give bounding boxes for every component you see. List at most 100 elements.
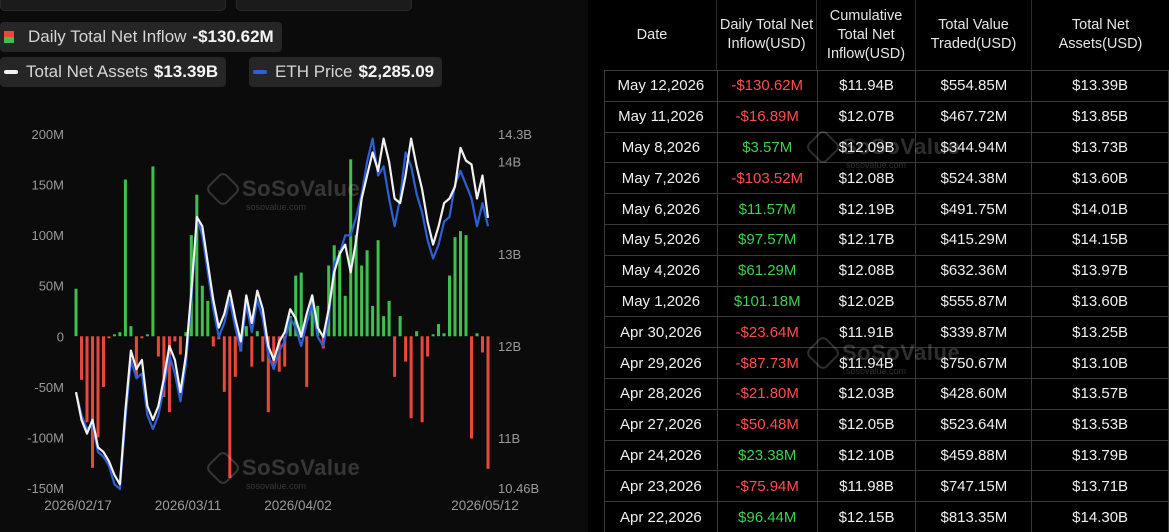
inflow-bar — [437, 324, 441, 337]
header-date[interactable]: Date — [588, 0, 717, 70]
cell-traded: $467.72M — [916, 101, 1033, 132]
cell-date: Apr 24,2026 — [605, 440, 718, 471]
table-row[interactable]: May 7,2026 -$103.52M $12.08B $524.38M $13.60… — [604, 163, 1169, 195]
inflow-bar — [382, 316, 386, 337]
inflow-bar — [233, 336, 237, 377]
table-row[interactable]: May 5,2026 $97.57M $12.17B $415.29M $14.15B — [604, 224, 1169, 256]
left-axis-tick: -50M — [34, 380, 64, 395]
cell-assets: $13.53B — [1032, 409, 1169, 440]
table-row[interactable]: May 8,2026 $3.57M $12.09B $344.94M $13.73B — [604, 132, 1169, 164]
net-assets-line — [74, 137, 490, 486]
inflow-bar — [299, 272, 303, 337]
cell-daily-inflow: $11.57M — [718, 194, 818, 224]
x-axis-tick: 2026/05/12 — [451, 498, 519, 513]
legend-eth[interactable]: ETH Price $2,285.09 — [249, 57, 443, 87]
inflow-bar — [486, 336, 490, 469]
table-row[interactable]: May 1,2026 $101.18M $12.02B $555.87M $13.60B — [604, 286, 1169, 318]
inflow-bar — [156, 336, 160, 357]
cell-assets: $14.15B — [1032, 224, 1169, 255]
table-row[interactable]: Apr 28,2026 -$21.80M $12.03B $428.60M $13.57… — [604, 378, 1169, 410]
left-axis-tick: 150M — [31, 178, 64, 193]
table-body: May 12,2026 -$130.62M $11.94B $554.85M $13.3… — [604, 70, 1169, 532]
cell-traded: $415.29M — [916, 224, 1033, 255]
inflow-bar — [140, 336, 144, 339]
inflow-bar — [184, 332, 188, 337]
inflow-bar — [206, 300, 210, 337]
table-row[interactable]: Apr 29,2026 -$87.73M $11.94B $750.67M $13.10… — [604, 348, 1169, 379]
sosovalue-logo-icon — [204, 170, 242, 208]
table-row[interactable]: Apr 22,2026 $96.44M $12.15B $813.35M $14.30B — [604, 502, 1169, 532]
watermark-site: sosovalue.com — [246, 202, 307, 212]
inflow-bar — [288, 316, 292, 337]
inflow-bar — [365, 250, 369, 337]
inflow-bar — [107, 336, 111, 339]
eth-line-icon — [253, 70, 267, 74]
watermark-site: sosovalue.com — [846, 160, 907, 170]
inflow-bar — [294, 275, 298, 337]
inflow-bar — [162, 336, 166, 397]
cell-traded: $491.75M — [916, 194, 1033, 224]
cell-assets: $13.25B — [1032, 317, 1169, 348]
inflow-bar — [129, 326, 133, 337]
chart-panel: 200M 150M 100M 50M 0 -50M -100M -150M 14.3B 14B 13… — [0, 0, 588, 532]
left-axis-tick: 50M — [39, 279, 64, 294]
cell-traded: $554.85M — [916, 71, 1033, 101]
inflow-bar — [211, 336, 215, 347]
cell-date: Apr 30,2026 — [605, 317, 718, 348]
inflow-bar — [118, 332, 122, 337]
left-axis-tick: 200M — [31, 127, 64, 142]
range-selector-stub[interactable] — [0, 0, 226, 11]
table-row[interactable]: Apr 24,2026 $23.38M $12.10B $459.88M $13.79B — [604, 440, 1169, 472]
inflow-bar — [398, 316, 402, 337]
cell-cumulative: $12.19B — [818, 194, 917, 224]
view-selector-stub[interactable] — [236, 0, 412, 11]
right-axis-tick: 12B — [498, 339, 521, 354]
inflow-bar — [261, 336, 265, 362]
cell-assets: $14.30B — [1032, 502, 1169, 532]
table-row[interactable]: May 6,2026 $11.57M $12.19B $491.75M $14.01B — [604, 194, 1169, 225]
cell-date: Apr 23,2026 — [605, 471, 718, 502]
eth-price-line — [74, 137, 490, 490]
watermark-logo: SoSoValue sosovalue.com — [204, 170, 360, 212]
inflow-bar — [431, 334, 435, 337]
cell-daily-inflow: $23.38M — [718, 440, 818, 471]
left-axis-tick: -150M — [27, 481, 64, 496]
table-row[interactable]: May 4,2026 $61.29M $12.08B $632.36M $13.97B — [604, 255, 1169, 287]
legend-inflow[interactable]: Daily Total Net Inflow -$130.62M — [0, 22, 282, 52]
inflow-bar — [244, 326, 248, 337]
inflow-bar — [453, 237, 457, 337]
sosovalue-logo-icon — [804, 334, 842, 372]
inflow-bar — [228, 336, 232, 478]
header-net-assets[interactable]: Total Net Assets(USD) — [1058, 17, 1143, 52]
table-row[interactable]: May 12,2026 -$130.62M $11.94B $554.85M $13.3… — [604, 71, 1169, 102]
inflow-bar — [426, 336, 430, 357]
cell-daily-inflow: -$50.48M — [718, 409, 818, 440]
right-axis-tick: 10.46B — [498, 481, 539, 496]
cell-traded: $523.64M — [916, 409, 1033, 440]
cell-daily-inflow: -$103.52M — [718, 163, 818, 194]
cell-daily-inflow: $3.57M — [718, 132, 818, 163]
cell-cumulative: $11.91B — [818, 317, 917, 348]
right-axis-tick: 11B — [498, 431, 520, 446]
header-daily-inflow[interactable]: Daily Total Net Inflow(USD) — [717, 0, 817, 70]
inflow-bar — [250, 336, 254, 367]
header-cumulative-inflow[interactable]: Cumulative Total Net Inflow(USD) — [817, 0, 916, 70]
table-row[interactable]: May 11,2026 -$16.89M $12.07B $467.72M $13.85… — [604, 101, 1169, 133]
table-row[interactable]: Apr 30,2026 -$23.64M $11.91B $339.87M $13.25… — [604, 317, 1169, 349]
cell-date: May 6,2026 — [605, 194, 718, 224]
header-value-traded[interactable]: Total Value Traded(USD) — [916, 0, 1032, 70]
inflow-bar — [134, 336, 138, 377]
table-row[interactable]: Apr 27,2026 -$50.48M $12.05B $523.64M $13.53… — [604, 409, 1169, 441]
cell-cumulative: $11.94B — [818, 348, 917, 378]
table-row[interactable]: Apr 23,2026 -$75.94M $11.98B $747.15M $13.71… — [604, 471, 1169, 503]
legend-eth-value: $2,285.09 — [358, 62, 435, 81]
x-axis-tick: 2026/02/17 — [44, 498, 112, 513]
inflow-bar — [442, 333, 446, 337]
legend-assets-value: $13.39B — [153, 62, 219, 81]
x-axis-tick: 2026/03/11 — [155, 498, 222, 513]
inflow-bar — [123, 179, 127, 337]
cell-assets: $13.79B — [1032, 440, 1169, 471]
legend-assets[interactable]: Total Net Assets $13.39B — [0, 57, 227, 87]
inflow-bar — [354, 235, 358, 337]
inflow-bar — [255, 331, 259, 337]
